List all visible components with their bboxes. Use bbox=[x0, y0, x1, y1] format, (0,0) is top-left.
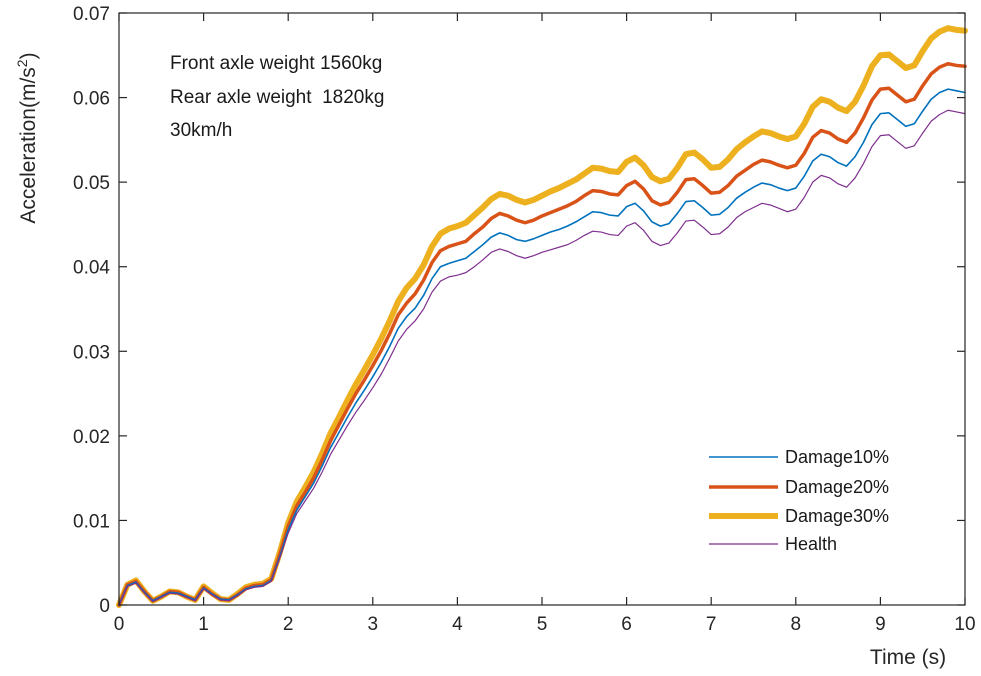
y-axis-label: Acceleration(m/s2) bbox=[14, 52, 40, 223]
y-tick-label: 0.05 bbox=[73, 173, 110, 194]
x-tick-label: 8 bbox=[791, 614, 802, 635]
ticks-layer: 0 1 2 3 4 5 6 7 8 9 10 0 0.01 0.02 0.03 0.04 0.05 0.06 0.0… bbox=[73, 4, 976, 635]
x-tick-label: 3 bbox=[368, 614, 379, 635]
x-tick-label: 2 bbox=[283, 614, 294, 635]
y-tick-label: 0 bbox=[99, 596, 110, 617]
series-layer bbox=[116, 25, 968, 608]
series-line-health bbox=[118, 109, 966, 606]
annotation-block: Front axle weight 1560kg Rear axle weigh… bbox=[170, 53, 384, 141]
x-tick-label: 4 bbox=[452, 614, 463, 635]
x-tick-label: 5 bbox=[537, 614, 548, 635]
x-tick-label: 10 bbox=[954, 614, 975, 635]
series-line-damage20-pct bbox=[117, 61, 967, 607]
y-tick-label: 0.07 bbox=[73, 4, 110, 25]
x-tick-label: 9 bbox=[875, 614, 886, 635]
annotation-rear-axle: Rear axle weight 1820kg bbox=[170, 87, 384, 108]
y-axis-label-close: ) bbox=[17, 52, 40, 59]
x-tick-label: 6 bbox=[621, 614, 632, 635]
x-tick-label: 7 bbox=[706, 614, 717, 635]
annotation-front-axle: Front axle weight 1560kg bbox=[170, 53, 382, 74]
x-tick-label: 1 bbox=[198, 614, 209, 635]
y-tick-label: 0.01 bbox=[73, 511, 110, 532]
series-line-damage10-pct bbox=[118, 88, 966, 606]
legend: Damage10% Damage20% Damage30% Health bbox=[709, 447, 889, 554]
x-tick-label: 0 bbox=[114, 614, 125, 635]
x-axis-label: Time (s) bbox=[870, 646, 946, 669]
y-tick-label: 0.03 bbox=[73, 342, 110, 363]
legend-label-damage20-pct: Damage20% bbox=[785, 477, 889, 497]
y-tick-label: 0.06 bbox=[73, 89, 110, 110]
y-axis-label-base: Acceleration(m/s bbox=[17, 67, 40, 223]
legend-label-health: Health bbox=[785, 534, 837, 554]
legend-label-damage30-pct: Damage30% bbox=[785, 506, 889, 526]
y-tick-label: 0.04 bbox=[73, 258, 110, 279]
y-tick-label: 0.02 bbox=[73, 427, 110, 448]
y-axis-label-superscript: 2 bbox=[14, 59, 30, 67]
annotation-speed: 30km/h bbox=[170, 120, 232, 141]
legend-label-damage10-pct: Damage10% bbox=[785, 447, 889, 467]
